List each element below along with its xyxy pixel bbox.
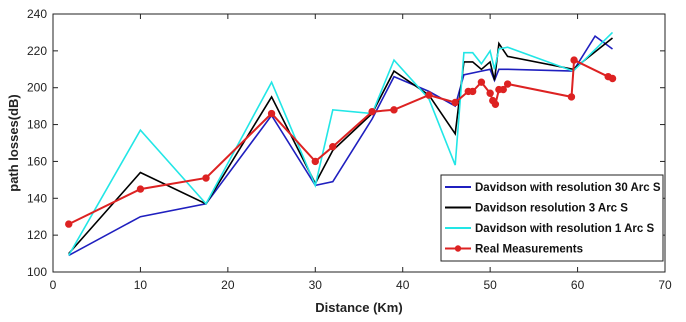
x-tick-label: 60 <box>571 278 585 292</box>
legend-marker <box>454 245 462 252</box>
y-tick-label: 180 <box>27 118 47 132</box>
data-point <box>486 89 494 97</box>
data-point <box>503 80 512 88</box>
series-line-1 <box>68 37 613 255</box>
x-tick-label: 50 <box>483 278 497 292</box>
data-point <box>477 78 486 86</box>
y-tick-label: 220 <box>27 44 47 58</box>
series-layer <box>65 31 617 257</box>
data-point <box>311 157 319 166</box>
legend: Davidson with resolution 30 Arc S Davidso… <box>440 174 664 262</box>
y-tick-label: 240 <box>27 7 47 21</box>
legend-entry: Davidson with resolution 1 Arc S <box>475 223 654 235</box>
data-point <box>202 174 210 182</box>
x-tick-label: 0 <box>50 278 57 292</box>
data-point <box>425 91 433 99</box>
legend-entry: Real Measurements <box>475 244 583 256</box>
y-tick-label: 120 <box>27 228 47 242</box>
data-point <box>499 85 507 94</box>
data-point <box>368 107 376 116</box>
x-tick-label: 10 <box>134 278 148 292</box>
y-tick-label: 200 <box>27 81 47 95</box>
data-point <box>65 220 73 228</box>
legend-entry: Davidson with resolution 30 Arc S <box>475 182 661 194</box>
y-tick-label: 160 <box>27 154 47 168</box>
data-point <box>451 98 459 107</box>
data-point <box>136 185 145 193</box>
data-point <box>267 109 276 118</box>
series-line-2 <box>68 31 614 256</box>
x-tick-label: 70 <box>658 278 672 292</box>
data-point <box>570 56 578 64</box>
axis-layer: 0 10 20 30 40 50 60 70 100 120 140 160 180 200 220 240 <box>27 7 672 292</box>
data-point <box>329 142 337 151</box>
y-axis-label: path losses(dB) <box>6 94 21 192</box>
data-point <box>608 74 617 83</box>
legend-entry: Davidson resolution 3 Arc S <box>475 203 628 215</box>
data-point <box>468 87 477 96</box>
y-tick-label: 140 <box>27 191 47 205</box>
data-point <box>491 100 500 109</box>
legend-box <box>440 174 664 262</box>
data-point <box>390 106 398 114</box>
x-tick-label: 20 <box>221 278 235 292</box>
x-tick-label: 40 <box>396 278 410 292</box>
x-tick-label: 30 <box>309 278 323 292</box>
y-tick-label: 100 <box>27 265 47 279</box>
data-point <box>567 93 576 101</box>
plot-frame <box>52 13 666 273</box>
x-axis-label: Distance (Km) <box>315 300 402 315</box>
